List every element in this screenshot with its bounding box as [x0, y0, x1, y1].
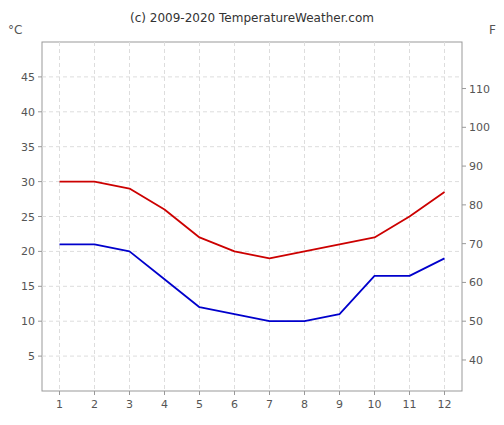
y2-tick	[462, 204, 466, 205]
x-tick-label: 6	[231, 398, 238, 411]
x-tick	[269, 391, 270, 395]
y-tick-label: 20	[21, 245, 35, 258]
y-tick	[38, 111, 42, 112]
y-tick-label: 15	[21, 280, 35, 293]
grid	[42, 42, 462, 391]
x-tick	[199, 391, 200, 395]
x-tick-label: 4	[161, 398, 168, 411]
x-tick-label: 1	[56, 398, 63, 411]
y2-tick	[462, 127, 466, 128]
y-tick	[38, 251, 42, 252]
y2-tick-label: 70	[469, 238, 483, 251]
y-grid-line	[42, 356, 462, 357]
x-tick-label: 7	[266, 398, 273, 411]
y-grid-line	[42, 111, 462, 112]
y2-axis-label: F	[489, 23, 496, 37]
y2-tick-label: 60	[469, 276, 483, 289]
y2-tick	[462, 282, 466, 283]
series-line	[60, 244, 445, 321]
y-tick	[38, 216, 42, 217]
y-tick	[38, 76, 42, 77]
y-axis-label: °C	[8, 23, 22, 37]
x-tick	[129, 391, 130, 395]
x-tick-label: 11	[403, 398, 417, 411]
y2-tick	[462, 166, 466, 167]
y2-tick-label: 90	[469, 160, 483, 173]
y-tick	[38, 356, 42, 357]
x-tick	[304, 391, 305, 395]
x-tick-label: 8	[301, 398, 308, 411]
title: (c) 2009-2020 TemperatureWeather.com	[130, 11, 374, 25]
y-tick	[38, 181, 42, 182]
x-tick	[94, 391, 95, 395]
x-tick-label: 10	[368, 398, 382, 411]
y2-tick	[462, 359, 466, 360]
x-tick	[339, 391, 340, 395]
y-grid-line	[42, 76, 462, 77]
y2-tick-label: 40	[469, 354, 483, 367]
x-tick-label: 5	[196, 398, 203, 411]
x-tick-label: 2	[91, 398, 98, 411]
y-tick	[38, 286, 42, 287]
y-tick	[38, 146, 42, 147]
x-tick	[409, 391, 410, 395]
plot-frame	[42, 42, 462, 391]
y2-tick-label: 110	[469, 83, 490, 96]
y-grid-line	[42, 216, 462, 217]
lines	[60, 182, 445, 322]
y-tick-label: 25	[21, 211, 35, 224]
axes: 1234567891011125101520253035404540506070…	[21, 71, 490, 411]
y-tick-label: 40	[21, 106, 35, 119]
y-tick-label: 45	[21, 71, 35, 84]
y2-tick-label: 80	[469, 199, 483, 212]
y-tick-label: 35	[21, 141, 35, 154]
y-grid-line	[42, 146, 462, 147]
x-tick-label: 9	[336, 398, 343, 411]
series-line	[60, 182, 445, 259]
x-tick-label: 3	[126, 398, 133, 411]
y2-tick	[462, 321, 466, 322]
y-tick	[38, 321, 42, 322]
x-tick-label: 12	[438, 398, 452, 411]
y-grid-line	[42, 321, 462, 322]
x-tick	[444, 391, 445, 395]
y-tick-label: 5	[28, 350, 35, 363]
y-tick-label: 30	[21, 176, 35, 189]
y2-tick-label: 100	[469, 121, 490, 134]
y-tick-label: 10	[21, 315, 35, 328]
x-tick	[234, 391, 235, 395]
y-grid-line	[42, 251, 462, 252]
y-grid-line	[42, 286, 462, 287]
y-grid-line	[42, 181, 462, 182]
x-tick	[59, 391, 60, 395]
y2-tick-label: 50	[469, 315, 483, 328]
chart: 1234567891011125101520253035404540506070…	[0, 0, 504, 425]
x-tick	[164, 391, 165, 395]
y2-tick	[462, 243, 466, 244]
y2-tick	[462, 88, 466, 89]
x-tick	[374, 391, 375, 395]
